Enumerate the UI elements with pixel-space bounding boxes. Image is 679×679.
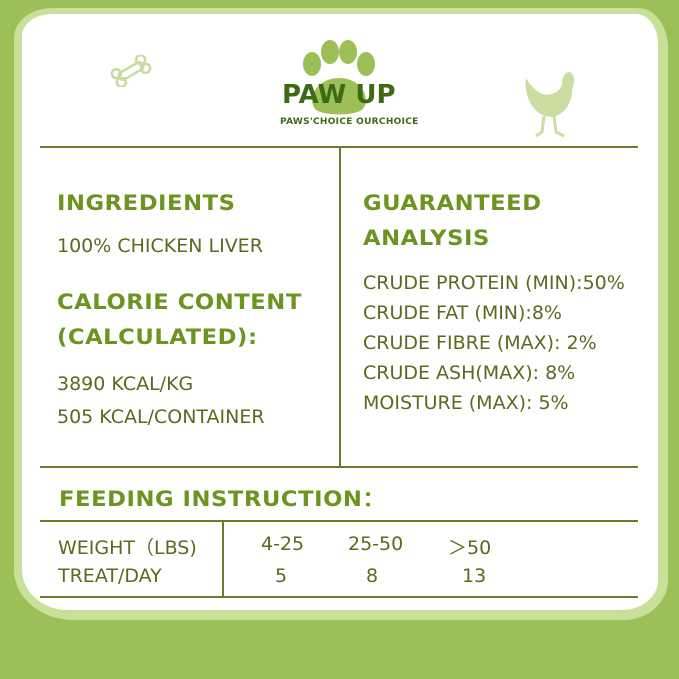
brand-tagline: PAWS'CHOICE OURCHOICE (280, 117, 419, 127)
ingredients-heading: INGREDIENTS (57, 191, 236, 215)
calorie-value: 505 KCAL/CONTAINER (57, 406, 265, 428)
brand-name: PAW UP (282, 80, 396, 110)
feeding-row-label: WEIGHT（LBS) (58, 537, 197, 559)
analysis-item: MOISTURE (MAX): 5% (363, 392, 569, 414)
divider (40, 520, 638, 522)
analysis-item: CRUDE FIBRE (MAX): 2% (363, 332, 597, 354)
feeding-cell: ＞50 (448, 537, 492, 559)
feeding-heading: FEEDING INSTRUCTION： (59, 487, 386, 511)
feeding-cell: 13 (462, 565, 487, 587)
divider (222, 520, 224, 597)
divider (339, 146, 341, 468)
analysis-heading-2: ANALYSIS (363, 226, 490, 250)
chicken-icon (525, 72, 575, 138)
calorie-value: 3890 KCAL/KG (57, 373, 194, 395)
analysis-item: CRUDE ASH(MAX): 8% (363, 362, 576, 384)
feeding-cell: 25-50 (348, 533, 404, 555)
calorie-heading-2: (CALCULATED): (57, 325, 258, 349)
analysis-item: CRUDE PROTEIN (MIN):50% (363, 272, 625, 294)
calorie-heading: CALORIE CONTENT (57, 290, 302, 314)
feeding-row-label: TREAT/DAY (58, 565, 162, 587)
analysis-item: CRUDE FAT (MIN):8% (363, 302, 562, 324)
analysis-heading: GUARANTEED (363, 191, 542, 215)
feeding-cell: 4-25 (261, 533, 305, 555)
divider (40, 596, 638, 598)
divider (40, 466, 638, 468)
feeding-cell: 5 (275, 565, 288, 587)
paw-logo-icon: PAW UP (282, 40, 396, 115)
ingredients-value: 100% CHICKEN LIVER (57, 235, 263, 257)
bone-icon (110, 55, 152, 87)
feeding-cell: 8 (366, 565, 379, 587)
